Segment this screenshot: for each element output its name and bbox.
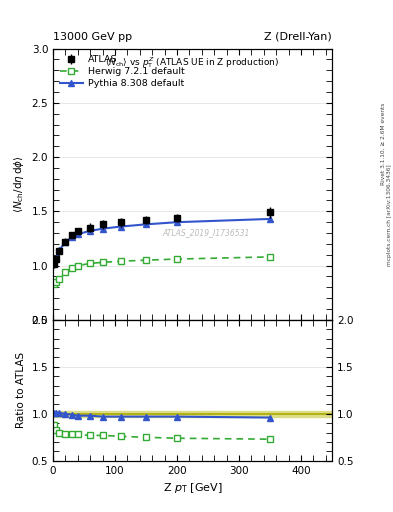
Y-axis label: Ratio to ATLAS: Ratio to ATLAS: [16, 352, 26, 429]
Legend: ATLAS, Herwig 7.2.1 default, Pythia 8.308 default: ATLAS, Herwig 7.2.1 default, Pythia 8.30…: [58, 53, 187, 90]
Bar: [53, 411, 332, 417]
Herwig 7.2.1 default: [100, 259, 105, 265]
Text: 13000 GeV pp: 13000 GeV pp: [53, 32, 132, 42]
Text: Z (Drell-Yan): Z (Drell-Yan): [264, 32, 332, 42]
Herwig 7.2.1 default: [52, 281, 57, 287]
Herwig 7.2.1 default: [144, 257, 149, 263]
Pythia 8.308 default: [119, 223, 124, 229]
Text: Rivet 3.1.10, ≥ 2.6M events: Rivet 3.1.10, ≥ 2.6M events: [381, 102, 386, 184]
Pythia 8.308 default: [75, 231, 80, 237]
Herwig 7.2.1 default: [54, 279, 59, 285]
Pythia 8.308 default: [69, 234, 74, 241]
Text: mcplots.cern.ch [arXiv:1306.3436]: mcplots.cern.ch [arXiv:1306.3436]: [387, 164, 391, 266]
Pythia 8.308 default: [144, 221, 149, 227]
Line: Herwig 7.2.1 default: Herwig 7.2.1 default: [51, 254, 273, 287]
Text: $\langle N_\mathrm{ch}\rangle$ vs $p_\mathrm{T}^Z$ (ATLAS UE in Z production): $\langle N_\mathrm{ch}\rangle$ vs $p_\ma…: [105, 55, 280, 70]
Herwig 7.2.1 default: [69, 265, 74, 271]
Pythia 8.308 default: [57, 247, 62, 253]
Pythia 8.308 default: [63, 239, 68, 245]
Herwig 7.2.1 default: [175, 256, 180, 262]
Pythia 8.308 default: [100, 226, 105, 232]
Herwig 7.2.1 default: [88, 260, 93, 266]
Pythia 8.308 default: [268, 216, 272, 222]
Herwig 7.2.1 default: [57, 275, 62, 282]
X-axis label: Z $p_\mathrm{T}$ [GeV]: Z $p_\mathrm{T}$ [GeV]: [163, 481, 222, 495]
Herwig 7.2.1 default: [268, 254, 272, 260]
Pythia 8.308 default: [52, 260, 57, 266]
Y-axis label: $\langle N_\mathrm{ch}/\mathrm{d}\eta\,\mathrm{d}\phi\rangle$: $\langle N_\mathrm{ch}/\mathrm{d}\eta\,\…: [12, 156, 26, 213]
Line: Pythia 8.308 default: Pythia 8.308 default: [51, 216, 273, 267]
Text: ATLAS_2019_I1736531: ATLAS_2019_I1736531: [163, 228, 250, 238]
Pythia 8.308 default: [54, 255, 59, 261]
Herwig 7.2.1 default: [119, 258, 124, 264]
Pythia 8.308 default: [88, 228, 93, 234]
Pythia 8.308 default: [175, 219, 180, 225]
Herwig 7.2.1 default: [75, 263, 80, 269]
Herwig 7.2.1 default: [63, 269, 68, 275]
